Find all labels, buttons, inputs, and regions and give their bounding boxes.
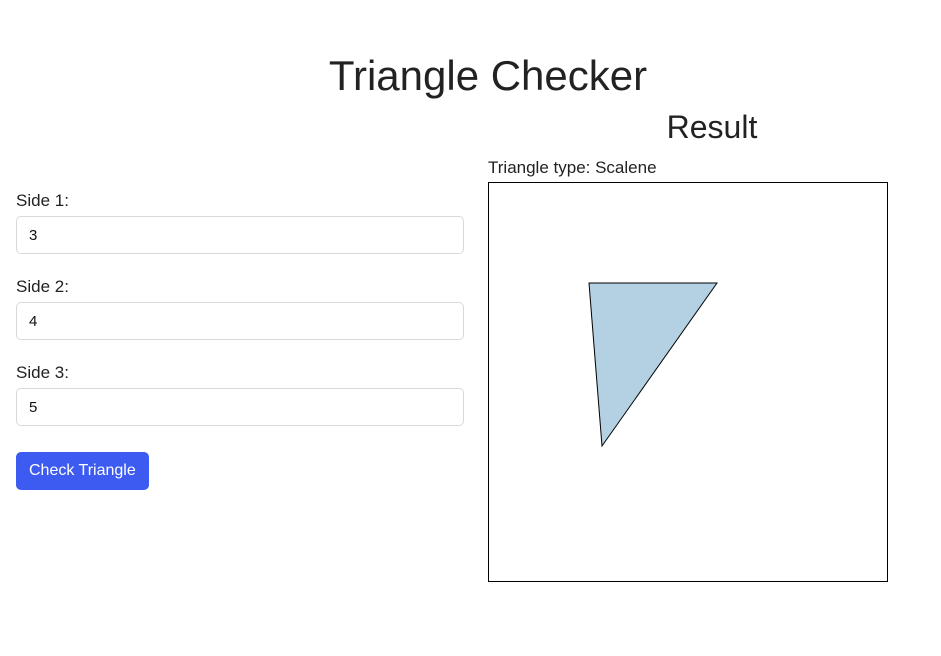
side-2-input[interactable] <box>16 302 464 340</box>
result-heading: Result <box>666 109 758 145</box>
side-2-group: Side 2: <box>16 274 464 340</box>
triangle-shape <box>588 282 718 448</box>
side-1-group: Side 1: <box>16 188 464 254</box>
triangle-form: Side 1: Side 2: Side 3: Check Triangle <box>16 188 464 490</box>
side-3-label: Side 3: <box>16 363 69 382</box>
side-3-input[interactable] <box>16 388 464 426</box>
side-2-label: Side 2: <box>16 277 69 296</box>
side-1-label: Side 1: <box>16 191 69 210</box>
triangle-drawing <box>588 282 718 448</box>
triangle-type-text: Triangle type: Scalene <box>488 158 657 177</box>
check-triangle-button[interactable]: Check Triangle <box>16 452 149 490</box>
side-1-input[interactable] <box>16 216 464 254</box>
triangle-canvas <box>488 182 888 582</box>
side-3-group: Side 3: <box>16 360 464 426</box>
page-title: Triangle Checker <box>328 52 648 99</box>
